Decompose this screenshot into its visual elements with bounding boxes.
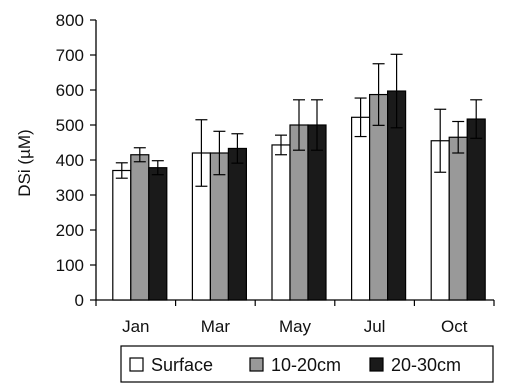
legend-label-20-30cm: 20-30cm [391, 355, 461, 375]
bar-oct-10-20cm [448, 136, 468, 301]
y-tick-label: 500 [56, 116, 84, 135]
y-tick-label: 100 [56, 256, 84, 275]
y-tick-label: 200 [56, 221, 84, 240]
y-tick-label: 400 [56, 151, 84, 170]
x-category-label: Jan [122, 317, 149, 336]
x-category-label: Oct [441, 317, 468, 336]
legend-box [120, 345, 494, 383]
bar-oct-20-30cm [466, 118, 486, 301]
y-tick-label: 300 [56, 186, 84, 205]
y-tick-label: 800 [56, 11, 84, 30]
x-category-label: Jul [364, 317, 386, 336]
legend-label-surface: Surface [151, 355, 213, 375]
y-tick-label: 0 [75, 291, 84, 310]
bar-may-10-20cm [289, 124, 309, 301]
legend-swatch-surface [129, 357, 144, 372]
legend-swatch-20-30cm [369, 357, 384, 372]
bar-jan-10-20cm [130, 154, 150, 301]
legend: Surface 10-20cm 20-30cm [120, 345, 494, 383]
y-tick-label: 600 [56, 81, 84, 100]
bar-may-surface [271, 144, 291, 301]
x-category-label: Mar [201, 317, 231, 336]
bar-mar-20-30cm [227, 147, 247, 301]
x-category-label: May [279, 317, 312, 336]
y-axis-title: DSi (µM) [15, 129, 34, 196]
bar-jul-surface [351, 116, 371, 301]
legend-label-10-20cm: 10-20cm [271, 355, 341, 375]
bar-jan-20-30cm [148, 167, 168, 301]
bar-may-20-30cm [307, 124, 327, 301]
legend-swatch-10-20cm [249, 357, 264, 372]
plot-area: 0 100 200 300 400 500 600 700 800 Jan Mar May Jul Oct [56, 11, 495, 336]
bar-jan-surface [112, 169, 132, 301]
y-tick-label: 700 [56, 46, 84, 65]
